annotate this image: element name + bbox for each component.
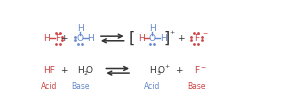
Text: +: + xyxy=(176,66,183,75)
Text: 3: 3 xyxy=(156,71,160,76)
Text: H: H xyxy=(160,34,167,43)
Text: F: F xyxy=(194,66,199,75)
Text: H: H xyxy=(88,34,94,43)
Text: [: [ xyxy=(128,31,134,46)
Text: +: + xyxy=(177,34,184,43)
Text: H: H xyxy=(138,34,145,43)
Text: Acid: Acid xyxy=(144,83,160,91)
Text: +: + xyxy=(165,64,170,69)
Text: 2: 2 xyxy=(84,71,88,76)
Text: H: H xyxy=(77,24,83,33)
Text: F: F xyxy=(194,34,199,43)
Text: H: H xyxy=(44,34,50,43)
Text: O: O xyxy=(149,34,156,43)
Text: HF: HF xyxy=(43,66,55,75)
Text: Base: Base xyxy=(71,83,89,91)
Text: Base: Base xyxy=(187,83,206,91)
Text: −: − xyxy=(202,30,208,35)
Text: O: O xyxy=(157,66,164,75)
Text: H: H xyxy=(149,24,156,33)
Text: +: + xyxy=(169,30,175,35)
Text: +: + xyxy=(60,66,68,75)
Text: H: H xyxy=(77,66,83,75)
Text: O: O xyxy=(85,66,92,75)
Text: H: H xyxy=(149,66,156,75)
Text: F: F xyxy=(55,34,60,43)
Text: O: O xyxy=(76,34,84,43)
Text: −: − xyxy=(200,64,206,69)
Text: Acid: Acid xyxy=(41,83,57,91)
Text: ]: ] xyxy=(163,31,169,46)
Text: +: + xyxy=(60,34,68,43)
